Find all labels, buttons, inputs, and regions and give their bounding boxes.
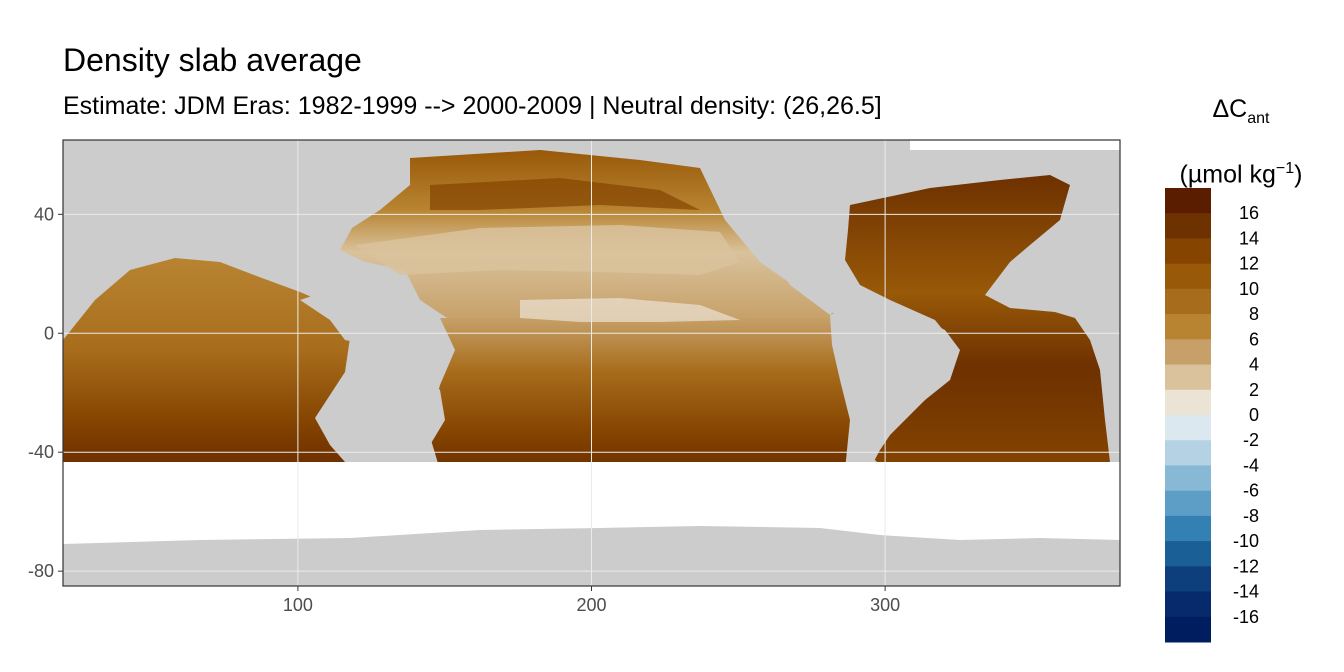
arctic-no-data <box>910 140 1120 150</box>
x-tick-label: 100 <box>283 595 313 615</box>
legend-label: -14 <box>1233 582 1259 602</box>
legend-label: 12 <box>1239 254 1259 274</box>
x-tick-label: 300 <box>870 595 900 615</box>
legend-label: 0 <box>1249 405 1259 425</box>
legend-label: -6 <box>1243 481 1259 501</box>
legend-unit-suffix: ) <box>1294 160 1303 189</box>
pacific-subpolar-band <box>430 178 700 210</box>
x-axis: 100 200 300 <box>283 586 900 615</box>
gridlines <box>63 140 1120 586</box>
x-tick-label: 200 <box>576 595 606 615</box>
legend-unit-prefix: (µmol kg <box>1179 160 1276 189</box>
pacific-subtropical-band <box>355 225 740 275</box>
chart-title: Density slab average <box>63 42 362 78</box>
legend-swatch <box>1165 415 1211 441</box>
y-tick-label: 40 <box>34 204 54 224</box>
legend-swatch <box>1165 288 1211 315</box>
y-tick-label: 0 <box>44 323 54 343</box>
legend-swatch <box>1165 238 1211 265</box>
legend-swatch <box>1165 263 1211 290</box>
y-axis: 40 0 -40 -80 <box>28 204 63 581</box>
legend-label: 4 <box>1249 355 1259 375</box>
legend-label: 2 <box>1249 380 1259 400</box>
legend-label: 6 <box>1249 329 1259 349</box>
asia-islands <box>300 290 440 365</box>
south-america <box>830 305 960 500</box>
legend-label: 16 <box>1239 203 1259 223</box>
legend-swatch <box>1165 566 1211 593</box>
legend-swatch <box>1165 591 1211 618</box>
chart-subtitle: Estimate: JDM Eras: 1982-1999 --> 2000-2… <box>63 92 882 120</box>
atlantic-ocean <box>845 175 1110 470</box>
legend-label: -2 <box>1243 430 1259 450</box>
legend-label: -4 <box>1243 455 1259 475</box>
legend-label: 8 <box>1249 304 1259 324</box>
indian-ocean <box>63 258 350 462</box>
legend-swatch <box>1165 314 1211 340</box>
central-america <box>775 260 840 315</box>
australia <box>335 372 445 450</box>
legend-swatch <box>1165 213 1211 239</box>
legend-label: 14 <box>1239 228 1259 248</box>
legend-swatch <box>1165 364 1211 391</box>
legend-label: -10 <box>1233 531 1259 551</box>
legend-swatch <box>1165 541 1211 567</box>
legend-swatch <box>1165 389 1211 416</box>
legend-unit-superscript: −1 <box>1275 160 1295 177</box>
legend-swatch <box>1165 339 1211 366</box>
legend-swatch <box>1165 465 1211 492</box>
legend-swatch <box>1165 490 1211 517</box>
color-legend: 16 14 12 10 8 6 4 2 0 -2 -4 -6 -8 -10 -12 -14 -16 <box>1165 188 1259 643</box>
legend-swatch <box>1165 188 1211 214</box>
legend-swatch <box>1165 616 1211 643</box>
legend-symbol: ΔC <box>1212 95 1248 123</box>
y-tick-label: -40 <box>28 442 54 462</box>
legend-label: -8 <box>1243 506 1259 526</box>
legend-label: -16 <box>1233 607 1259 627</box>
legend-subscript: ant <box>1247 110 1270 127</box>
legend-title: ΔCant (µmol kg−1) <box>1156 84 1326 199</box>
legend-swatch <box>1165 440 1211 466</box>
legend-label: -12 <box>1233 556 1259 576</box>
legend-label: 10 <box>1239 279 1259 299</box>
legend-swatch <box>1165 515 1211 542</box>
pacific-equatorial-band <box>520 298 740 322</box>
y-tick-label: -80 <box>28 561 54 581</box>
south-pacific <box>428 318 858 470</box>
